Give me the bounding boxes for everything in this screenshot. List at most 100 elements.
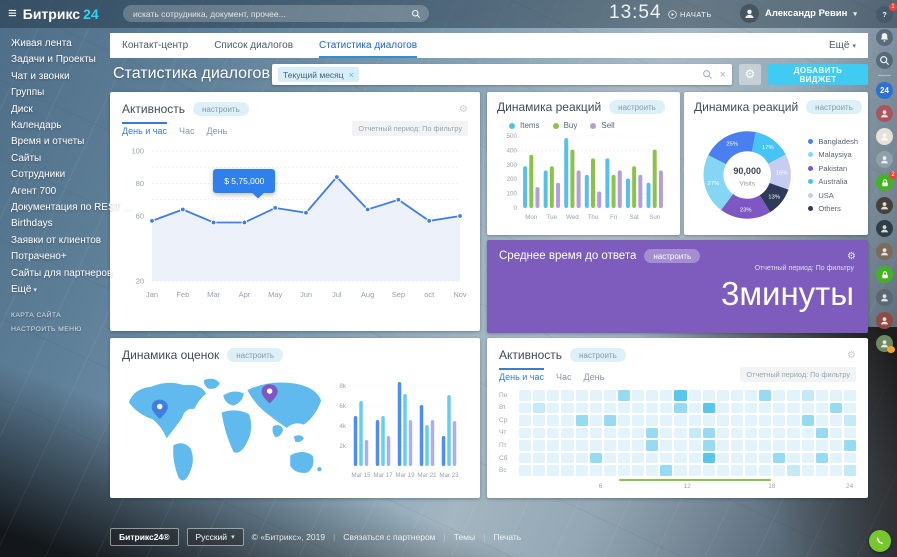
footer-link-0[interactable]: Связаться с партнером (343, 532, 436, 542)
widget-reactions-donut: Динамика реакций настроить 25% 17% 16% 13% 2… (684, 92, 868, 235)
sidebar-item-1[interactable]: Задачи и Проекты (11, 54, 96, 66)
sidebar-item-3[interactable]: Группы (11, 87, 45, 99)
filter-chip[interactable]: Текущий месяц × (278, 67, 359, 82)
chart-tab-0[interactable]: День и час (122, 121, 167, 136)
tab-2[interactable]: Статистика диалогов (319, 33, 418, 58)
svg-text:300: 300 (506, 162, 517, 169)
sidebar-item-7[interactable]: Сайты (11, 152, 42, 164)
heatmap-cell (843, 415, 856, 426)
start-label: НАЧАТЬ (680, 10, 712, 19)
bitrix24-badge[interactable]: 24 (876, 82, 893, 99)
lock-icon[interactable] (876, 266, 893, 283)
hamburger-menu-icon[interactable]: ≡ (8, 5, 17, 22)
sidebar-item-0[interactable]: Живая лента (11, 38, 72, 49)
footer-brand-button[interactable]: Битрикс24® (110, 528, 179, 546)
footer: Битрикс24® Русский ▾ © «Битрикс», 2019 | С… (110, 528, 521, 546)
legend-item-Australia: Australia (808, 177, 858, 186)
sidebar-item-9[interactable]: Агент 700 (11, 185, 57, 197)
rail-avatar-13[interactable] (876, 289, 893, 306)
legend-label: Bangladesh (818, 136, 858, 146)
rail-avatar-7[interactable] (876, 151, 893, 168)
footer-link-1[interactable]: Темы (453, 532, 476, 542)
sidebar-item-4[interactable]: Диск (11, 103, 33, 115)
chart-tab-1[interactable]: Час (555, 371, 572, 382)
rail-avatar-14[interactable] (876, 312, 893, 329)
svg-text:Mar 23: Mar 23 (439, 472, 459, 479)
heatmap-x-label-12: 12 (683, 483, 691, 490)
filter-search-icon[interactable] (702, 69, 713, 80)
sidebar-item-2[interactable]: Чат и звонки (11, 70, 70, 82)
donut-chart-svg: 25% 17% 16% 13% 23% 27% 90,000 Visits (703, 131, 791, 219)
heatmap-cell (575, 415, 588, 426)
chart-tab-2[interactable]: День (583, 371, 605, 382)
work-time-clock[interactable]: 13:54 (609, 2, 662, 23)
heatmap-cell (575, 402, 588, 414)
heatmap-cell (843, 452, 856, 464)
sidebar-item-14[interactable]: Сайты для партнеров (11, 267, 113, 279)
svg-text:100: 100 (131, 147, 144, 156)
sidebar-item-11[interactable]: Birthdays (11, 218, 53, 230)
search-input[interactable] (131, 7, 411, 20)
widget-gear-icon[interactable]: ⚙ (847, 349, 856, 361)
page-title: Статистика диалогов ☆ (113, 65, 285, 83)
dashboard-settings-button[interactable]: ⚙ (739, 64, 761, 85)
global-search[interactable] (123, 5, 429, 22)
chart-tab-1[interactable]: Час (178, 125, 195, 136)
configure-button[interactable]: настроить (570, 348, 626, 362)
search-icon[interactable] (411, 9, 421, 19)
chart-tab-2[interactable]: День (206, 125, 228, 136)
sidebar-item-12[interactable]: Заявки от клиентов (11, 234, 102, 246)
rail-avatar-10[interactable] (876, 220, 893, 237)
tabs-more-button[interactable]: Ещё ▾ (829, 40, 856, 51)
filter-clear-icon[interactable]: × (719, 68, 726, 81)
rail-avatar-6[interactable] (876, 128, 893, 145)
rail-avatar-9[interactable] (876, 197, 893, 214)
heatmap-cell (674, 415, 687, 426)
widget-gear-icon[interactable]: ⚙ (459, 103, 468, 115)
rail-avatar-11[interactable] (876, 243, 893, 260)
sidebar-footer-link-0[interactable]: КАРТА САЙТА (11, 311, 62, 319)
legend-item-Pakistan: Pakistan (808, 164, 858, 173)
sidebar-item-8[interactable]: Сотрудники (11, 169, 66, 181)
chip-remove-icon[interactable]: × (348, 69, 354, 80)
sidebar-item-15[interactable]: Ещё ▾ (11, 284, 37, 296)
language-selector[interactable]: Русский ▾ (186, 528, 244, 546)
tab-1[interactable]: Список диалогов (214, 40, 294, 51)
start-workday-button[interactable]: НАЧАТЬ (668, 10, 712, 19)
heatmap-cell (632, 402, 645, 414)
widget-title: Динамика реакций (694, 100, 799, 114)
help-icon[interactable]: ? 1 (876, 3, 897, 23)
add-widget-button[interactable]: ДОБАВИТЬ ВИДЖЕТ (768, 64, 868, 85)
bell-icon[interactable] (876, 29, 893, 46)
sidebar-footer-link-1[interactable]: НАСТРОИТЬ МЕНЮ (11, 325, 82, 333)
tab-0[interactable]: Контакт-центр (122, 40, 189, 51)
heatmap-cell (561, 415, 574, 426)
sidebar-item-13[interactable]: Потрачено+ (11, 251, 67, 263)
heatmap-cell (815, 427, 828, 439)
sidebar-item-6[interactable]: Время и отчеты (11, 136, 85, 148)
chart-tab-0[interactable]: День и час (499, 367, 544, 382)
configure-button[interactable]: настроить (644, 249, 701, 263)
configure-button[interactable]: настроить (609, 100, 665, 114)
rail-avatar-15[interactable] (876, 335, 895, 353)
configure-button[interactable]: настроить (806, 100, 862, 114)
widget-gear-icon[interactable]: ⚙ (847, 250, 856, 262)
heatmap-cell (547, 465, 560, 476)
filter-search-field[interactable]: Текущий месяц × × (272, 64, 732, 85)
heatmap-cell (716, 390, 729, 401)
rail-avatar-5[interactable] (876, 105, 893, 122)
configure-button[interactable]: настроить (193, 102, 249, 116)
heatmap-cell (688, 415, 701, 426)
search-icon[interactable] (876, 52, 893, 69)
call-button[interactable] (869, 530, 891, 552)
sidebar-item-5[interactable]: Календарь (11, 120, 62, 132)
user-menu[interactable]: Александр Ревин ▾ (740, 4, 857, 23)
sidebar-item-10[interactable]: Документация по REST … (11, 202, 134, 214)
app-logo[interactable]: Битрикс 24 (23, 6, 99, 22)
heatmap-cell (603, 440, 616, 451)
footer-link-2[interactable]: Печать (493, 532, 522, 542)
lock-icon[interactable]: 2 (876, 171, 897, 191)
legend-item-Buy: Buy (552, 121, 577, 130)
configure-button[interactable]: настроить (227, 348, 283, 362)
top-bar: ≡ Битрикс24 13:54 НАЧАТЬ Александр Ревин… (0, 0, 897, 28)
